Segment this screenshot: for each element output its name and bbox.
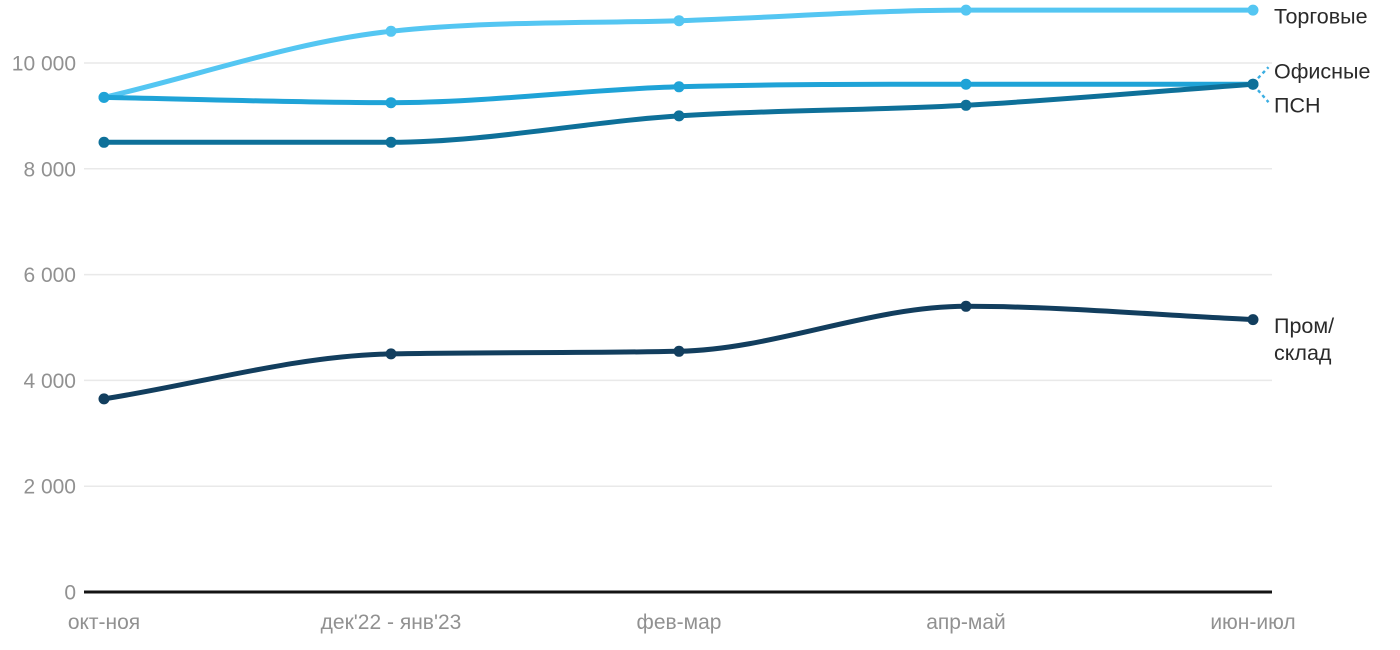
series-group-office — [98, 78, 1259, 109]
data-point-psn — [960, 99, 972, 111]
data-point-industrial-warehouse — [98, 393, 110, 405]
y-axis-tick-label: 4 000 — [23, 370, 76, 393]
x-axis-tick-label: июн-июл — [1210, 611, 1295, 634]
series-label-office: Офисные — [1274, 60, 1370, 84]
x-axis-tick-label: дек'22 - янв'23 — [321, 611, 462, 634]
label-connector-psn — [1257, 89, 1270, 103]
series-label-industrial-warehouse: Пром/ — [1274, 314, 1334, 338]
data-point-industrial-warehouse — [1247, 314, 1259, 326]
data-point-office — [960, 78, 972, 90]
data-point-industrial-warehouse — [385, 348, 397, 360]
y-axis-tick-label: 0 — [64, 582, 76, 605]
data-point-psn — [385, 136, 397, 148]
x-axis-tick-labels-group: окт-ноя дек'22 - янв'23 фев-мар апр-май июн-… — [68, 611, 1296, 634]
data-point-psn — [1247, 78, 1259, 90]
y-axis-tick-label: 2 000 — [23, 476, 76, 499]
label-connector-office — [1257, 66, 1270, 79]
data-point-psn — [98, 136, 110, 148]
y-axis-tick-label: 10 000 — [12, 53, 76, 76]
series-group-psn — [98, 78, 1259, 148]
data-point-psn — [673, 110, 685, 122]
series-label-industrial-warehouse: склад — [1274, 341, 1332, 365]
data-point-office — [98, 91, 110, 103]
data-point-industrial-warehouse — [673, 345, 685, 357]
data-point-retail — [1247, 4, 1259, 16]
series-label-retail: Торговые — [1274, 5, 1368, 29]
y-axis-tick-labels-group: 0 2 000 4 000 6 000 8 000 10 000 — [12, 53, 76, 605]
series-label-psn: ПСН — [1274, 94, 1321, 118]
x-axis-tick-label: фев-мар — [637, 611, 722, 634]
series-group-industrial-warehouse — [98, 300, 1259, 405]
y-axis-tick-label: 8 000 — [23, 158, 76, 181]
data-point-office — [673, 81, 685, 93]
data-point-retail — [960, 4, 972, 16]
gridlines-group — [84, 62, 1272, 487]
x-axis-tick-label: апр-май — [926, 611, 1006, 634]
data-point-industrial-warehouse — [960, 300, 972, 312]
series-group-retail — [98, 4, 1259, 103]
data-point-office — [385, 97, 397, 109]
x-axis-tick-label: окт-ноя — [68, 611, 140, 634]
y-axis-tick-label: 6 000 — [23, 264, 76, 287]
data-point-retail — [385, 25, 397, 37]
data-point-retail — [673, 15, 685, 27]
